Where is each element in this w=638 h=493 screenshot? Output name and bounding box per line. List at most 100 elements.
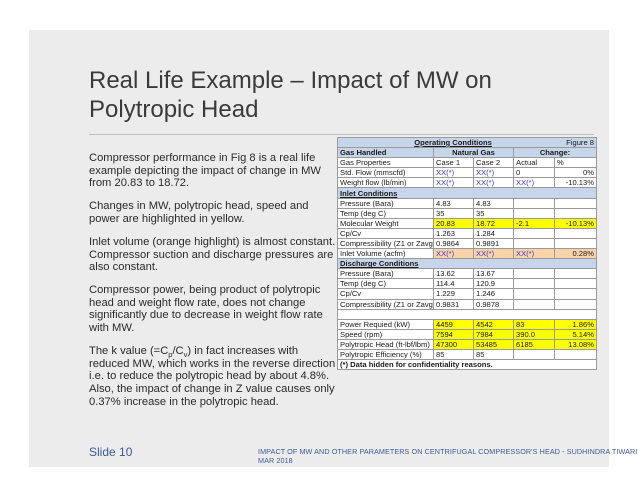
actual-value [513, 268, 555, 280]
pct-value [553, 278, 598, 290]
text-run: /C [172, 345, 184, 358]
table-row: Std. Flow (mmscfd) XX(*) XX(*) 0 0% [337, 167, 598, 179]
table-row: Temp (deg C) 114.4 120.9 [337, 278, 598, 290]
table-row: Polytropic Efficiency (%) 85 85 [337, 348, 598, 361]
slide-number: Slide 10 [89, 445, 133, 459]
title-line-1: Real Life Example – Impact of MW on [89, 67, 492, 94]
pct-value [553, 207, 598, 219]
case1-value: 85 [433, 348, 474, 361]
row-label: Temp (deg C) [337, 278, 434, 290]
row-label: Pressure (Bara) [337, 268, 434, 280]
case2-value: XX(*) [473, 167, 514, 179]
actual-value [513, 237, 555, 250]
natural-gas-label: Natural Gas [433, 147, 514, 159]
pct-value [553, 237, 598, 250]
case2-value: 1.246 [473, 288, 514, 300]
table-row: Pressure (Bara) 4.83 4.83 [337, 197, 598, 209]
spacer-cell [336, 308, 598, 320]
row-label: Pressure (Bara) [337, 197, 434, 209]
actual-value: 83 [513, 318, 555, 330]
case1-value: 20.83 [433, 217, 474, 229]
table-row-highlighted: Speed (rpm) 7594 7984 390.0 5.14% [337, 328, 598, 340]
inlet-conditions-label: Inlet Conditions [336, 187, 598, 199]
pct-value [553, 268, 598, 280]
actual-value [513, 227, 555, 239]
table-title-cell: Operating Conditions Figure 8 [336, 136, 598, 149]
actual-value: 0 [513, 167, 555, 179]
table-row: Weight flow (lb/min) XX(*) XX(*) XX(*) -… [337, 177, 598, 189]
table-row-highlighted: Polytropic Head (ft-lbf/lbm) 47300 53485… [337, 338, 598, 350]
actual-value [513, 348, 555, 361]
case1-value: 4459 [433, 318, 474, 330]
title-line-2: Polytropic Head [89, 96, 259, 123]
case1-value: 47300 [433, 338, 474, 350]
case2-value: 4542 [473, 318, 514, 330]
section-row: Discharge Conditions [336, 258, 598, 270]
actual-header: Actual [513, 157, 555, 169]
table-row: Cp/Cv 1.263 1.284 [337, 227, 598, 239]
row-label: Cp/Cv [337, 227, 434, 239]
case2-value: 4.83 [473, 197, 514, 209]
row-label: Compressibility (Z1 or Zavg) [337, 298, 434, 310]
subscript: v [183, 350, 188, 360]
discharge-conditions-label: Discharge Conditions [336, 258, 598, 270]
actual-value [513, 288, 555, 300]
pct-value: 1.86% [553, 318, 598, 330]
table-title-row: Operating Conditions Figure 8 [336, 136, 598, 149]
row-label: Power Requied (kW) [337, 318, 434, 330]
case1-value: 1.229 [433, 288, 474, 300]
case1-value: XX(*) [433, 248, 474, 260]
paragraph: Compressor power, being product of polyt… [89, 284, 323, 335]
table-row: Compressibility (Z1 or Zavg) 0.9831 0.98… [337, 298, 598, 310]
gas-handled-row: Gas Handled Natural Gas Change: [337, 147, 598, 159]
case1-value: 0.9831 [433, 298, 474, 310]
case2-value: 0.9878 [473, 298, 514, 310]
case1-value: XX(*) [433, 177, 474, 189]
actual-value: 390.0 [513, 328, 555, 340]
footer-text: IMPACT OF MW AND OTHER PARAMETERS ON CEN… [258, 447, 638, 465]
actual-value [513, 207, 555, 219]
case2-value: 1.284 [473, 227, 514, 239]
pct-header: % [553, 157, 598, 169]
pct-value [553, 197, 598, 209]
row-label: Polytropic Efficiency (%) [337, 348, 434, 361]
actual-value [513, 298, 555, 310]
pct-value: 13.08% [553, 338, 598, 350]
slide-title: Real Life Example – Impact of MW on Poly… [89, 66, 529, 124]
case2-value: 35 [473, 207, 514, 219]
actual-value: -2.1 [513, 217, 555, 229]
gas-properties-label: Gas Properties [337, 157, 434, 169]
pct-value: 0% [553, 167, 598, 179]
pct-value: -10.13% [553, 177, 598, 189]
row-label: Weight flow (lb/min) [337, 177, 434, 189]
pct-value: 0.28% [553, 248, 598, 260]
case1-value: 0.9864 [433, 237, 474, 250]
text-run: The k value (=C [89, 345, 169, 358]
row-label: Speed (rpm) [337, 328, 434, 340]
operating-conditions-table: Operating Conditions Figure 8 Gas Handle… [336, 136, 598, 371]
table-row: Compressibility (Z1 or Zavg) 0.9864 0.98… [337, 237, 598, 250]
case2-value: XX(*) [473, 177, 514, 189]
paragraph: Inlet volume (orange highlight) is almos… [89, 235, 336, 274]
pct-value [553, 298, 598, 310]
spacer-row [336, 308, 598, 320]
table-title: Operating Conditions [414, 138, 492, 148]
text-run: ) in fact increases with reduced MW, whi… [89, 345, 336, 408]
case1-value: 4.83 [433, 197, 474, 209]
row-label: Std. Flow (mmscfd) [337, 167, 434, 179]
actual-value: XX(*) [513, 177, 555, 189]
column-header-row: Gas Properties Case 1 Case 2 Actual % [337, 157, 598, 169]
paragraph: Compressor performance in Fig 8 is a rea… [89, 152, 321, 190]
case2-value: 0.9891 [473, 237, 514, 250]
case1-header: Case 1 [433, 157, 474, 169]
case1-value: 7594 [433, 328, 474, 340]
case2-value: 53485 [473, 338, 514, 350]
case1-value: 114.4 [433, 278, 474, 290]
section-row: Inlet Conditions [336, 187, 598, 199]
actual-value: XX(*) [513, 248, 555, 260]
row-label: Compressibility (Z1 or Zavg) [337, 237, 434, 250]
table-row: Cp/Cv 1.229 1.246 [337, 288, 598, 300]
row-label: Inlet Volume (acfm) [337, 248, 434, 260]
case2-value: 85 [473, 348, 514, 361]
pct-value [553, 348, 598, 361]
